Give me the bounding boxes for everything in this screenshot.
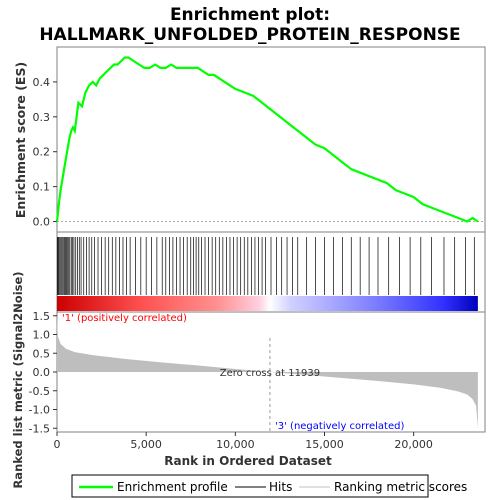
metric-ytick-label: -0.5	[29, 385, 50, 398]
chart-title-line2: HALLMARK_UNFOLDED_PROTEIN_RESPONSE	[39, 25, 460, 45]
ranking-metric-area	[57, 315, 478, 429]
es-ytick-label: 0.1	[33, 181, 51, 194]
metric-ytick-label: 1.0	[33, 329, 51, 342]
enrichment-profile-line	[55, 56, 479, 223]
x-tick-label: 10,000	[216, 438, 255, 451]
es-panel-frame	[56, 46, 486, 233]
metric-ytick-label: -1.5	[29, 422, 50, 435]
zero-cross-label: Zero cross at 11939	[220, 368, 320, 379]
metric-ytick-label: 0.0	[33, 366, 51, 379]
x-tick-label: 0	[54, 438, 61, 451]
legend-ranking-label: Ranking metric scores	[334, 480, 467, 494]
legend-hits-label: Hits	[269, 480, 292, 494]
es-ytick-label: 0.0	[33, 216, 51, 229]
negative-correlation-label: '3' (negatively correlated)	[275, 421, 404, 432]
es-ylabel: Enrichment score (ES)	[13, 62, 28, 218]
ranking-heatbar	[57, 296, 478, 311]
x-tick-label: 5,000	[130, 438, 162, 451]
es-ytick-label: 0.3	[33, 111, 51, 124]
metric-ytick-label: 1.5	[33, 310, 51, 323]
legend-enrichment-label: Enrichment profile	[117, 480, 228, 494]
metric-ytick-label: 0.5	[33, 347, 51, 360]
x-tick-label: 20,000	[394, 438, 433, 451]
x-tick-label: 15,000	[305, 438, 344, 451]
legend-box	[71, 474, 429, 498]
chart-title-line1: Enrichment plot:	[170, 5, 330, 25]
metric-ytick-label: -1.0	[29, 404, 50, 417]
es-ytick-label: 0.4	[33, 76, 51, 89]
es-ytick-label: 0.2	[33, 146, 51, 159]
metric-ylabel: Ranked list metric (Signal2Noise)	[11, 271, 25, 488]
positive-correlation-label: '1' (positively correlated)	[62, 313, 187, 324]
x-axis-label: Rank in Ordered Dataset	[164, 454, 332, 468]
